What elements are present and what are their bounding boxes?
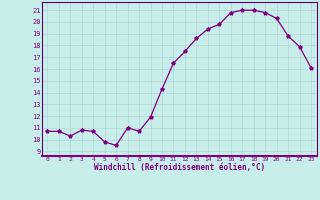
X-axis label: Windchill (Refroidissement éolien,°C): Windchill (Refroidissement éolien,°C): [94, 163, 265, 172]
